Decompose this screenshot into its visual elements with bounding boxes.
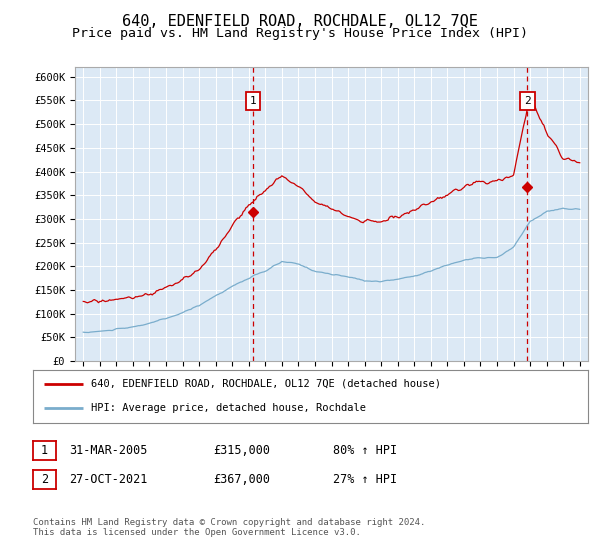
Text: 640, EDENFIELD ROAD, ROCHDALE, OL12 7QE (detached house): 640, EDENFIELD ROAD, ROCHDALE, OL12 7QE … <box>91 379 441 389</box>
Text: HPI: Average price, detached house, Rochdale: HPI: Average price, detached house, Roch… <box>91 403 366 413</box>
Text: £367,000: £367,000 <box>213 473 270 487</box>
Text: 80% ↑ HPI: 80% ↑ HPI <box>333 444 397 457</box>
Text: 31-MAR-2005: 31-MAR-2005 <box>69 444 148 457</box>
Text: 2: 2 <box>41 473 48 487</box>
Text: Contains HM Land Registry data © Crown copyright and database right 2024.
This d: Contains HM Land Registry data © Crown c… <box>33 518 425 538</box>
Text: 1: 1 <box>41 444 48 457</box>
Text: 2: 2 <box>524 96 530 106</box>
Text: 1: 1 <box>250 96 256 106</box>
Text: Price paid vs. HM Land Registry's House Price Index (HPI): Price paid vs. HM Land Registry's House … <box>72 27 528 40</box>
Text: 640, EDENFIELD ROAD, ROCHDALE, OL12 7QE: 640, EDENFIELD ROAD, ROCHDALE, OL12 7QE <box>122 14 478 29</box>
Text: £315,000: £315,000 <box>213 444 270 457</box>
Text: 27% ↑ HPI: 27% ↑ HPI <box>333 473 397 487</box>
Text: 27-OCT-2021: 27-OCT-2021 <box>69 473 148 487</box>
